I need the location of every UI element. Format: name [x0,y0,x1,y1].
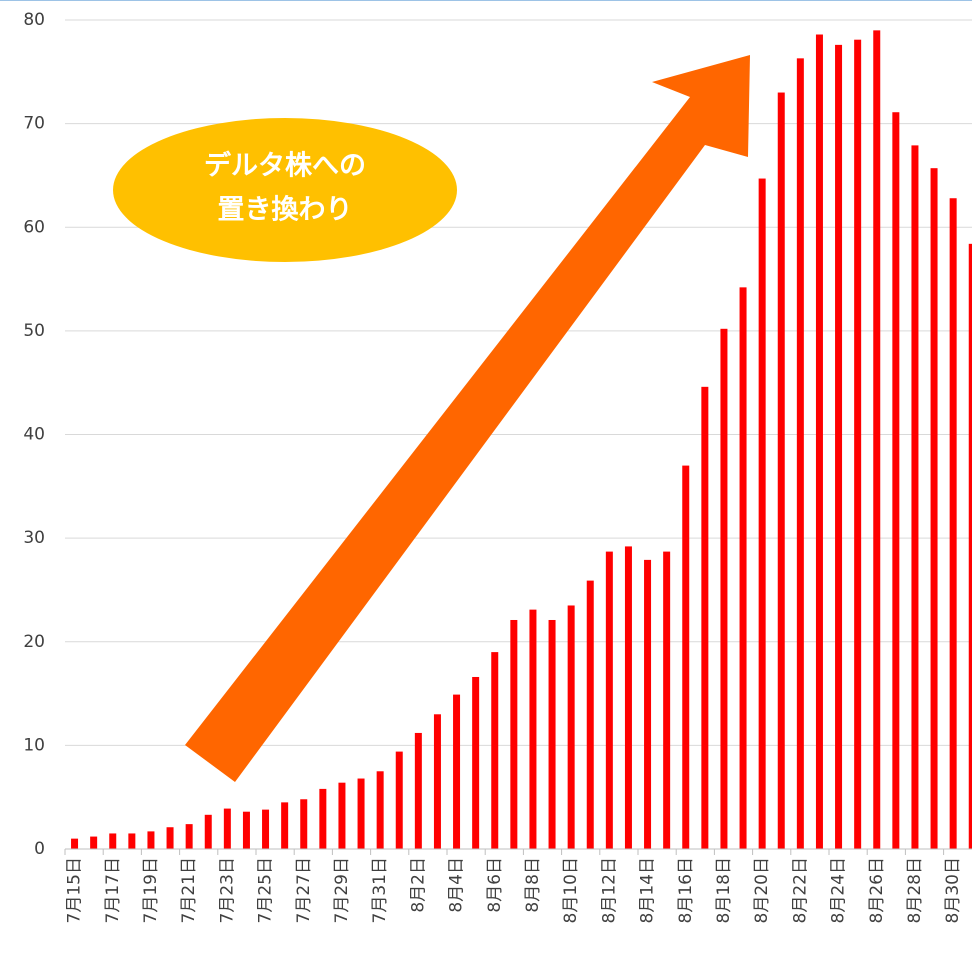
bar [510,619,518,849]
bar [567,605,575,849]
bar [281,802,289,849]
x-tick-label: 7月21日 [179,857,199,923]
x-tick-label: 8月18日 [714,857,734,923]
bar [624,546,632,849]
annotation: デルタ株への [204,150,366,182]
x-tick-label: 8月2日 [408,857,428,913]
bar [319,788,327,849]
bar [453,694,461,849]
x-tick-label: 8月22日 [790,857,810,923]
bar [739,287,747,849]
bar [185,824,193,849]
bar [204,814,212,849]
bar [395,751,403,849]
y-tick-label: 80 [23,10,45,30]
bar [758,178,766,849]
x-tick-label: 7月29日 [332,857,352,923]
bar [491,652,499,849]
bar [223,808,231,849]
bar [968,243,972,849]
x-tick-label: 7月15日 [65,857,85,923]
arrow [185,55,750,782]
bar [777,92,785,850]
bars [71,30,972,850]
y-tick-label: 10 [23,735,45,755]
bar [911,145,919,850]
bar [605,551,613,849]
bar [357,778,365,849]
bar [854,39,862,850]
bar [433,714,441,849]
y-tick-label: 60 [23,217,45,237]
x-tick-label: 8月20日 [752,857,772,923]
x-tick-label: 8月10日 [561,857,581,923]
x-tick-label: 8月24日 [829,857,849,923]
x-tick-label: 8月16日 [676,857,696,923]
x-tick-label: 7月25日 [256,857,276,923]
bar [242,811,250,849]
bar [949,198,957,850]
y-tick-label: 0 [34,839,45,859]
bar [586,580,594,849]
bar [166,827,174,849]
bar [815,34,823,849]
annotation-bubble [113,118,457,262]
bar [128,833,136,849]
bar [835,44,843,850]
x-tick-label: 8月12日 [599,857,619,923]
bar [720,328,728,849]
bar [663,551,671,849]
x-tick-label: 8月6日 [485,857,505,913]
bar [71,838,79,849]
bar [338,782,346,849]
bar [300,799,308,849]
x-tick-label: 8月30日 [943,857,963,923]
bar [873,30,881,850]
bar [701,386,709,849]
bar [262,809,270,849]
x-tick-label: 8月4日 [447,857,467,913]
bar [90,836,98,849]
bar [376,771,384,849]
bar [472,676,480,849]
x-tick-label: 7月23日 [217,857,237,923]
x-tick-label: 8月14日 [638,857,658,923]
x-tick-label: 7月19日 [141,857,161,923]
bar [682,465,690,849]
x-tick-label: 7月27日 [294,857,314,923]
bar [548,619,556,849]
y-tick-label: 30 [23,528,45,548]
y-tick-label: 20 [23,632,45,652]
x-tick-label: 8月26日 [867,857,887,923]
bar [930,168,938,850]
x-tick-label: 8月28日 [905,857,925,923]
bar [109,833,117,849]
x-tick-label: 7月31日 [370,857,390,923]
bar [644,559,652,849]
bar [892,112,900,849]
x-tick-label: 7月17日 [103,857,123,923]
y-tick-label: 40 [23,425,45,445]
y-tick-label: 70 [23,114,45,134]
bar [796,58,804,850]
bar [147,831,155,849]
bar [529,609,537,849]
annotation: 置き換わり [218,195,353,226]
bar [414,732,422,849]
y-tick-label: 50 [23,321,45,341]
x-tick-label: 8月8日 [523,857,543,913]
